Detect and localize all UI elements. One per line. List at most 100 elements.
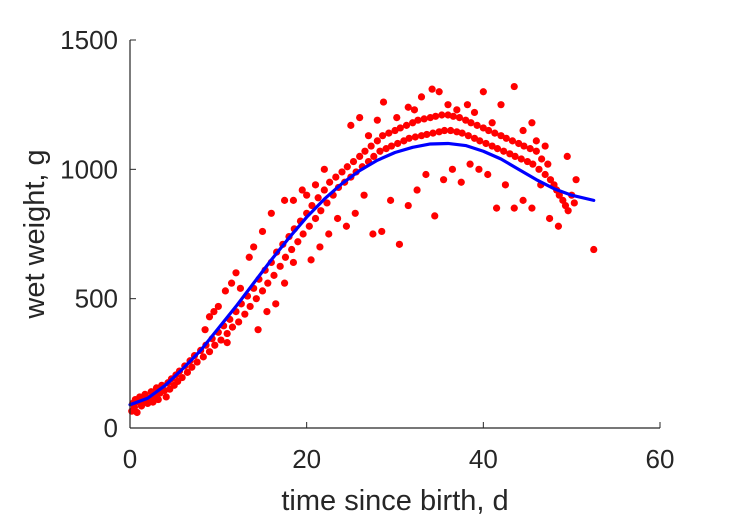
data-point (263, 308, 271, 316)
data-point (276, 262, 284, 270)
data-point (314, 194, 322, 202)
data-point (133, 408, 141, 417)
data-point (280, 279, 289, 287)
data-point (183, 368, 192, 376)
data-point (422, 170, 430, 179)
data-point (223, 339, 231, 347)
data-point (343, 163, 351, 171)
data-point (554, 222, 563, 230)
data-point (289, 196, 298, 204)
data-point (484, 170, 492, 179)
data-point (463, 101, 472, 109)
data-point (453, 106, 461, 114)
y-tick-label: 500 (75, 284, 118, 314)
data-point (528, 119, 536, 127)
data-point (351, 209, 359, 217)
data-point (221, 287, 229, 295)
data-point (162, 393, 170, 401)
data-point (439, 176, 448, 184)
data-point (413, 186, 421, 194)
data-point (258, 227, 267, 236)
data-point (178, 373, 186, 382)
data-point (267, 209, 275, 217)
y-tick-label: 1500 (60, 25, 118, 55)
data-point (320, 186, 328, 194)
data-point (280, 196, 289, 204)
data-point (396, 124, 404, 132)
data-point (361, 147, 369, 155)
data-point (214, 302, 222, 311)
data-point (210, 308, 218, 316)
data-point (193, 358, 201, 366)
data-point (545, 214, 554, 223)
data-point (485, 126, 493, 135)
data-point (544, 160, 552, 168)
data-point (320, 165, 328, 173)
data-point (387, 142, 396, 150)
data-point (347, 121, 355, 129)
x-tick-label: 20 (292, 444, 321, 474)
data-point (429, 129, 437, 137)
data-point (532, 147, 540, 155)
data-point (555, 191, 563, 199)
data-point (227, 279, 236, 287)
data-point (538, 155, 546, 163)
data-point (393, 114, 401, 122)
fit-curve (128, 141, 596, 407)
data-point (449, 112, 457, 120)
data-point (369, 230, 377, 238)
data-point (464, 132, 472, 140)
data-point (497, 101, 505, 109)
y-tick-label: 0 (104, 413, 118, 443)
data-point (417, 93, 426, 101)
data-point (420, 115, 428, 123)
data-point (217, 336, 225, 344)
data-point (541, 170, 549, 179)
x-axis-label: time since birth, d (281, 485, 508, 517)
data-point (370, 152, 378, 160)
data-point (245, 253, 253, 261)
data-point (432, 112, 440, 120)
data-point (264, 279, 272, 287)
data-point (378, 227, 386, 236)
data-point (428, 85, 436, 93)
data-point (466, 160, 474, 168)
data-point (303, 191, 311, 199)
data-point (316, 243, 324, 251)
data-point (367, 142, 375, 150)
data-point (201, 326, 209, 334)
data-point (447, 126, 455, 135)
data-point (501, 181, 510, 189)
data-point (394, 139, 402, 148)
data-point (511, 152, 519, 160)
data-point (519, 196, 527, 204)
data-point (402, 121, 411, 129)
data-point (470, 108, 479, 117)
data-point (258, 287, 267, 295)
data-point (590, 245, 598, 254)
data-point (376, 147, 384, 155)
data-point (323, 199, 331, 207)
data-point (520, 142, 528, 150)
data-point (510, 204, 518, 212)
data-point (546, 176, 555, 184)
data-point (423, 130, 431, 139)
data-point (404, 201, 412, 210)
data-point (288, 245, 296, 254)
data-point (529, 160, 537, 168)
data-point (332, 173, 340, 181)
data-point (235, 318, 243, 326)
data-point (356, 114, 364, 122)
data-point (410, 106, 419, 114)
data-point (528, 204, 536, 212)
data-point (325, 230, 333, 238)
axes (129, 40, 660, 429)
data-point (379, 132, 387, 140)
y-tick-label: 1000 (60, 154, 118, 184)
x-tick-label: 60 (646, 444, 675, 474)
data-point (488, 119, 496, 127)
data-point (308, 201, 316, 210)
data-point (270, 271, 278, 279)
data-point (467, 119, 475, 127)
